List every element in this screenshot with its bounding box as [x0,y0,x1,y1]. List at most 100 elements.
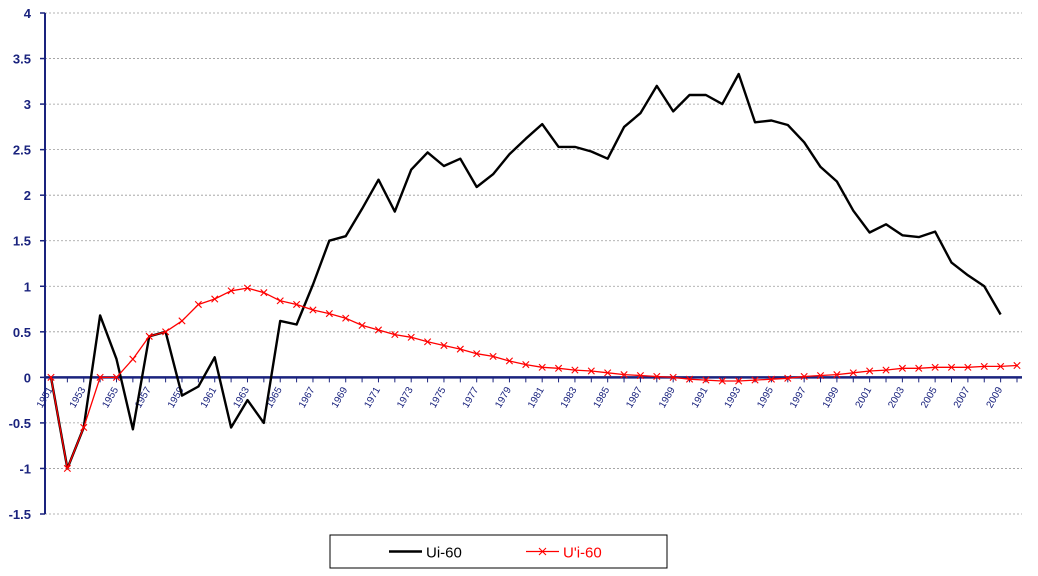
marker-stroke [293,300,301,309]
x-tick-label: 1981 [526,385,547,410]
marker-stroke [211,295,219,303]
data-point-marker [112,373,121,381]
data-point-marker [718,377,726,385]
x-tick-label: 1967 [297,385,318,410]
x-tick-label: 1971 [362,385,383,410]
data-point-marker [456,345,464,353]
marker-stroke [80,423,88,432]
data-point-marker [800,372,808,381]
marker-stroke [423,338,432,346]
data-point-marker [964,363,972,371]
x-tick-label: 1993 [723,385,744,410]
x-tick-label: 1969 [330,385,351,410]
marker-stroke [718,377,726,385]
series-line [50,287,1018,470]
marker-stroke [620,371,628,379]
marker-stroke [898,364,906,372]
series-2 [47,284,1021,473]
marker-stroke [342,314,350,322]
marker-stroke [751,376,759,384]
data-point-marker [211,295,219,303]
marker-stroke [440,341,448,350]
marker-stroke [407,333,415,341]
marker-stroke [112,373,121,381]
x-tick-label: 1977 [461,385,482,410]
y-tick-label: -1.5 [9,507,31,522]
series-line [49,72,1002,470]
marker-stroke [243,284,252,292]
data-point-marker [145,332,153,340]
marker-stroke [915,364,923,372]
marker-stroke [522,361,530,369]
y-tick-label: 3.5 [13,52,31,67]
data-point-marker [178,317,186,325]
marker-stroke [636,371,645,380]
marker-stroke [473,350,481,358]
data-point-marker [293,300,301,309]
data-point-marker [866,367,874,375]
data-point-marker [423,338,432,346]
data-point-marker [685,375,694,383]
data-point-marker [816,371,825,380]
data-point-marker [784,374,792,382]
x-tick-label: 2007 [952,385,973,410]
data-point-marker [63,464,71,473]
marker-stroke [735,377,743,385]
y-tick-label: 4 [24,6,32,21]
x-tick-label: 1961 [199,385,220,410]
data-point-marker [554,364,563,372]
data-point-marker [898,364,906,372]
data-point-marker [653,372,661,381]
y-axis-tick-labels: 4 3.5 3 2.5 2 1.5 1 0.5 0 -0.5 -1 -1.5 [9,6,32,522]
x-tick-label: 1959 [166,385,187,410]
data-point-marker [489,352,497,361]
y-tick-label: -0.5 [9,416,31,431]
marker-stroke [538,363,546,371]
x-tick-label: 1955 [100,385,121,410]
series-1 [49,72,1002,470]
x-tick-label: 2009 [985,385,1006,410]
marker-stroke [947,363,956,371]
marker-stroke [784,374,792,382]
marker-stroke [702,376,710,384]
marker-stroke [866,367,874,375]
axes [40,12,1022,515]
data-point-marker [80,423,88,432]
marker-stroke [227,287,235,295]
data-point-marker [669,373,677,381]
y-tick-label: 0 [24,370,31,385]
marker-stroke [604,369,612,377]
marker-stroke [816,371,825,380]
marker-stroke [194,300,202,309]
data-point-marker [997,362,1005,371]
marker-stroke [669,373,677,381]
data-point-marker [751,376,759,384]
legend-label: U'i-60 [563,545,602,562]
data-point-marker [374,326,383,334]
data-point-marker [162,328,170,336]
gridlines [45,12,1022,515]
legend: Ui-60 U'i-60 [329,534,668,569]
data-point-marker [833,371,841,379]
legend-box [329,534,668,569]
data-point-marker [473,350,481,358]
series-lines [47,72,1021,473]
marker-stroke [931,363,939,371]
marker-stroke [489,352,497,361]
y-tick-label: 3 [24,97,31,112]
x-tick-label: 1975 [428,385,449,410]
data-point-marker [702,376,710,384]
data-point-marker [522,361,530,369]
marker-stroke [129,355,137,363]
data-point-marker [849,369,857,377]
x-tick-label: 1963 [231,385,252,410]
data-point-marker [636,371,645,380]
data-point-marker [129,355,137,363]
marker-stroke [325,310,333,318]
data-point-marker [96,373,104,381]
marker-stroke [358,321,366,330]
legend-entry-1: Ui-60 [389,545,462,562]
data-point-marker [620,371,628,379]
